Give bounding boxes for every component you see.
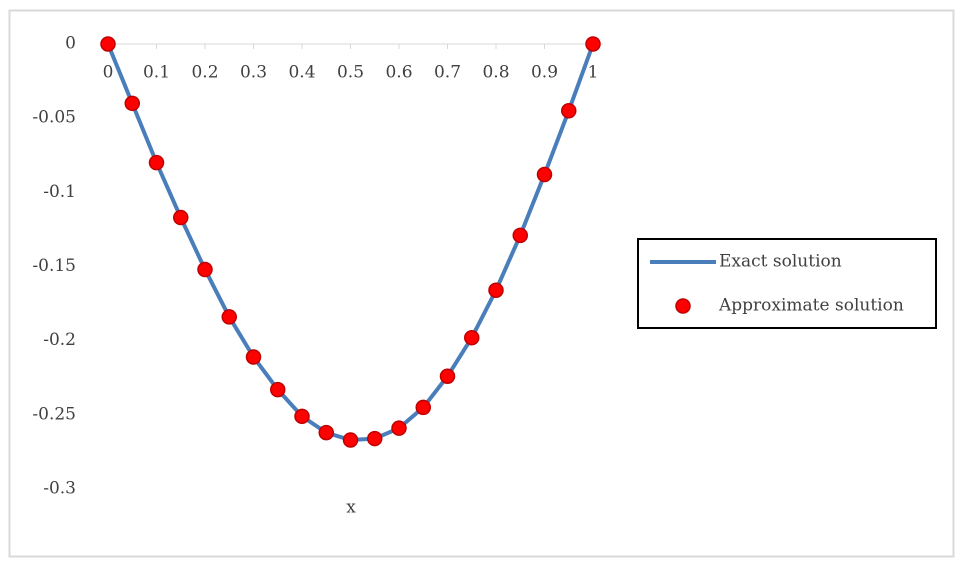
legend-label: Exact solution [719,252,842,272]
data-point [342,432,359,448]
y-tick-label: -0.1 [43,182,76,202]
x-tick-label: 0.5 [337,63,364,83]
legend-label: Approximate solution [718,296,904,316]
data-point [415,399,431,416]
y-tick-label: 0 [65,34,76,54]
data-point [464,329,480,346]
x-axis-label: x [346,498,356,518]
legend: Exact solution Approximate solution [637,238,937,329]
data-point [148,154,165,171]
data-point [561,103,577,119]
data-point [270,381,286,398]
data-point [245,349,262,365]
x-tick-label: 0.3 [240,63,267,83]
x-tick-label: 0.4 [288,63,315,83]
data-point [124,95,140,112]
x-tick-label: 0.6 [385,63,412,83]
x-tick-label: 0.1 [143,63,170,83]
x-tick-label: 0.9 [531,63,558,83]
y-tick-label: -0.25 [32,404,76,424]
x-tick-label: 1 [588,63,599,83]
data-point [367,430,383,447]
data-point [197,261,213,278]
x-tick-label: 0 [103,63,114,83]
data-point [318,424,334,441]
data-point [585,36,601,52]
y-tick-label: -0.05 [32,108,76,128]
x-tick-label: 0.8 [482,63,509,83]
y-tick-label: -0.15 [32,256,76,276]
data-point [100,36,116,52]
data-point [439,368,456,385]
data-point [391,420,407,436]
data-point [294,408,310,425]
y-tick-label: -0.2 [43,330,76,350]
legend-box [637,238,937,329]
data-point [173,209,189,226]
x-tick-label: 0.7 [434,63,461,83]
data-point [221,309,237,325]
legend-marker [675,298,691,314]
y-tick-label: -0.3 [43,479,76,499]
data-point [512,227,528,244]
x-tick-label: 0.2 [191,63,218,83]
data-point [488,282,504,298]
data-point [536,166,553,183]
